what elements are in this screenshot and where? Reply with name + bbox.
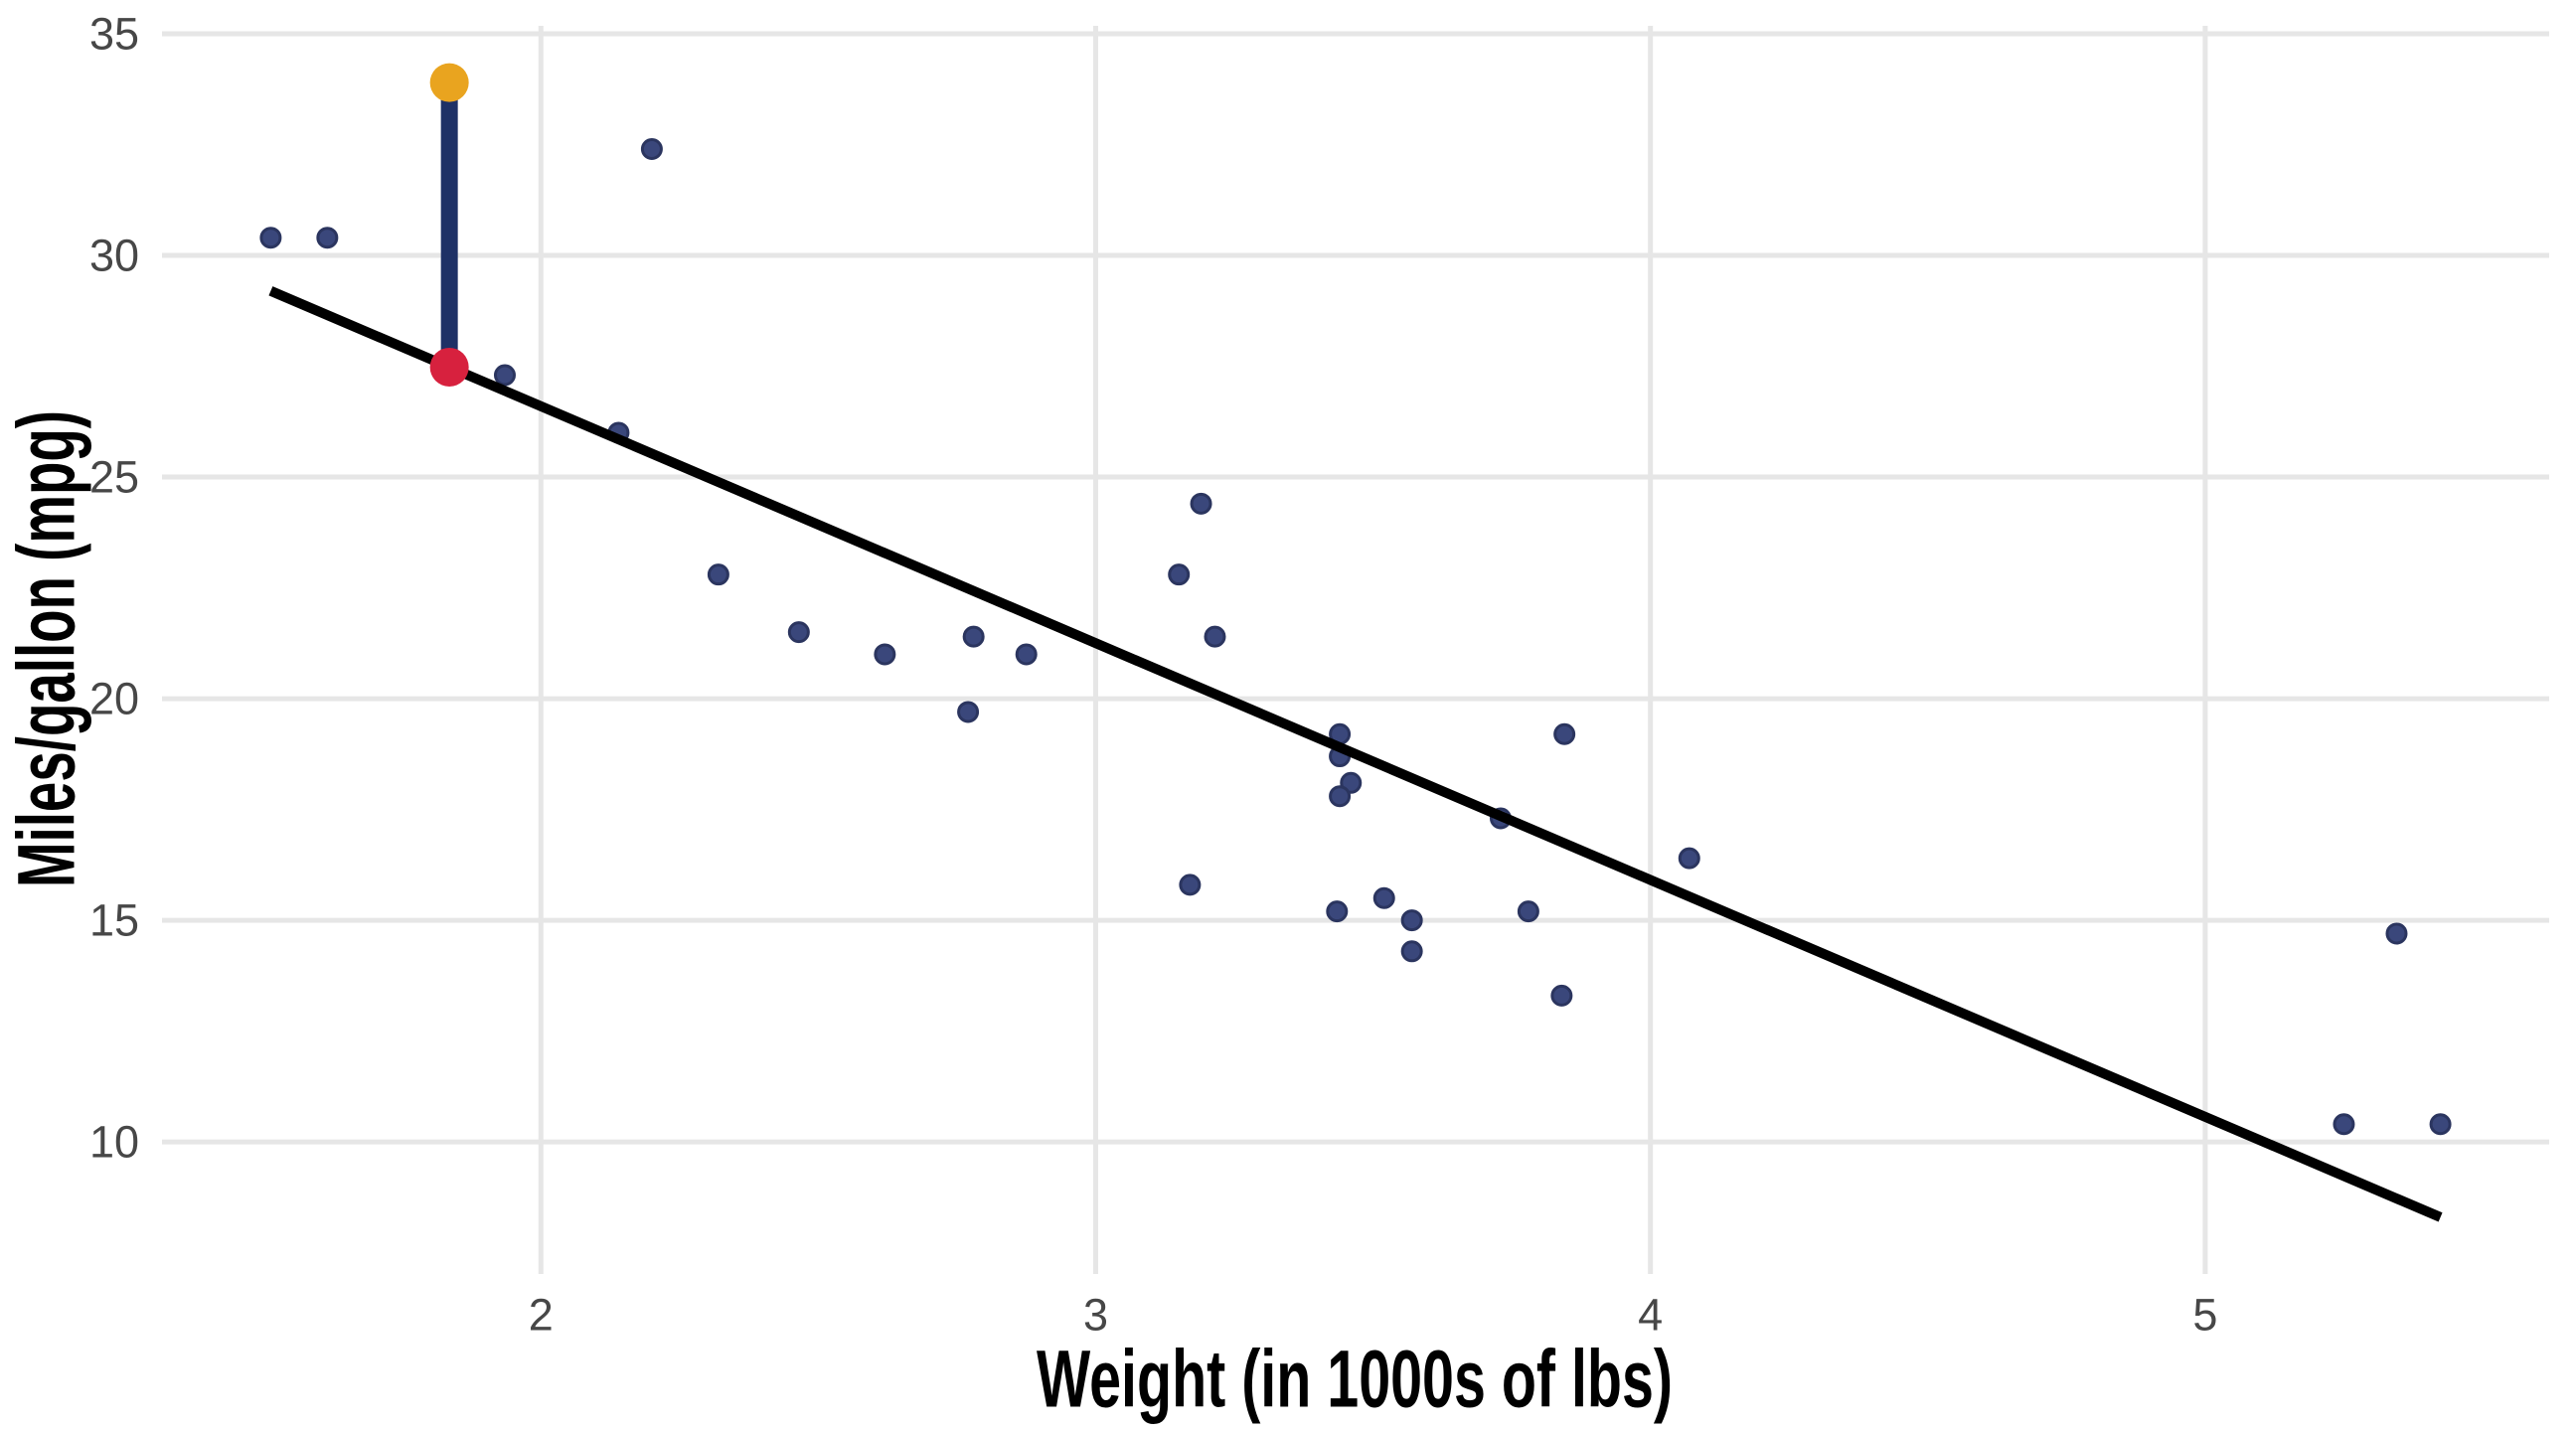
- data-point: [874, 643, 896, 666]
- x-tick-label: 2: [529, 1290, 554, 1341]
- highlight-points-layer: [429, 63, 469, 387]
- x-axis-title: Weight (in 1000s of lbs): [1037, 1335, 1673, 1425]
- data-point: [1517, 900, 1539, 923]
- fitted-value-point: [429, 347, 469, 387]
- data-point: [2429, 1113, 2452, 1136]
- x-axis-tick-labels: 2 3 4 5: [529, 1290, 2218, 1341]
- y-axis-tick-labels: 10 15 20 25 30 35: [89, 9, 139, 1168]
- data-point: [1326, 900, 1349, 923]
- data-point: [316, 227, 339, 249]
- data-point: [1400, 940, 1423, 963]
- y-tick-label: 30: [89, 231, 139, 281]
- observed-value-point: [429, 63, 469, 102]
- data-point: [1015, 643, 1038, 666]
- data-point: [1400, 909, 1423, 932]
- data-point: [2385, 922, 2408, 945]
- data-point: [1204, 625, 1226, 648]
- data-point: [1678, 847, 1700, 870]
- y-tick-label: 35: [89, 9, 139, 60]
- data-point: [1168, 563, 1191, 586]
- data-point: [1372, 886, 1395, 909]
- data-point: [493, 364, 516, 387]
- data-point: [707, 563, 729, 586]
- data-point: [1190, 492, 1212, 515]
- data-point: [962, 625, 985, 648]
- data-point: [1329, 785, 1352, 808]
- data-point: [259, 227, 282, 249]
- data-point: [1553, 722, 1576, 745]
- data-point: [1179, 874, 1202, 896]
- x-tick-label: 4: [1638, 1290, 1663, 1341]
- x-tick-label: 3: [1083, 1290, 1108, 1341]
- y-tick-label: 15: [89, 895, 139, 946]
- y-tick-label: 10: [89, 1117, 139, 1168]
- data-point: [957, 701, 980, 723]
- data-point: [640, 137, 663, 160]
- y-tick-label: 20: [89, 674, 139, 724]
- panel-gridlines: [162, 26, 2549, 1274]
- y-axis-title: Miles/gallon (mpg): [2, 410, 92, 887]
- data-point: [1550, 984, 1573, 1007]
- regression-line: [268, 286, 2443, 1222]
- data-point: [787, 621, 810, 644]
- x-tick-label: 5: [2192, 1290, 2217, 1341]
- regression-line-layer: [268, 286, 2443, 1222]
- data-point: [2333, 1113, 2355, 1136]
- y-tick-label: 25: [89, 452, 139, 503]
